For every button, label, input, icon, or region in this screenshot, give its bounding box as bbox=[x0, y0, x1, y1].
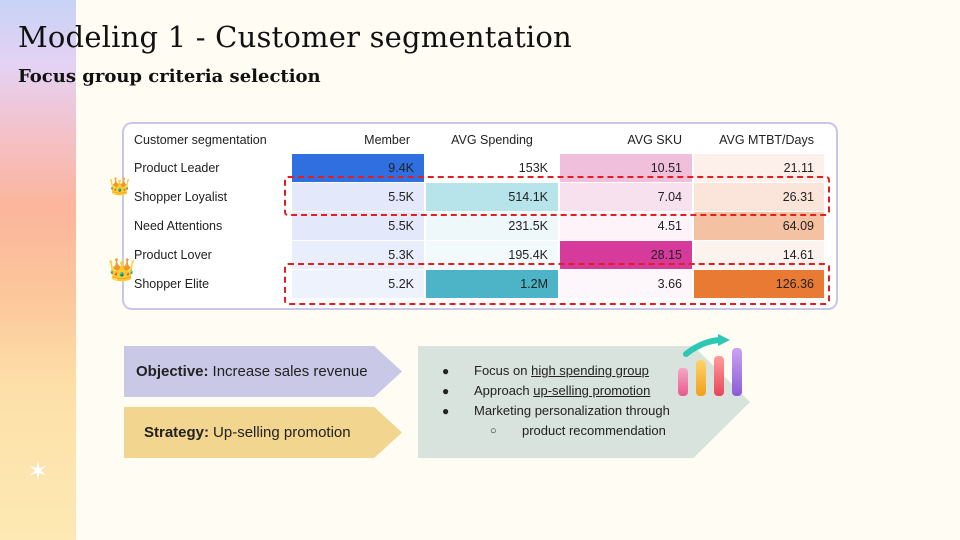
sparkle-icon: ✶ bbox=[27, 456, 49, 486]
crown-icon: 👑 bbox=[108, 257, 136, 282]
segment-name-cell: Shopper Elite bbox=[134, 277, 210, 291]
strategy-callout: Strategy: Up-selling promotion bbox=[124, 407, 402, 458]
high-spending-link[interactable]: high spending group bbox=[531, 363, 649, 378]
table-cell-spending: 231.5K bbox=[426, 212, 558, 240]
slide-title: Modeling 1 - Customer segmentation bbox=[18, 20, 572, 54]
table-cell-member: 5.2K bbox=[292, 270, 424, 298]
table-cell-spending: 514.1K bbox=[426, 183, 558, 211]
action-item-2: Approach up-selling promotion bbox=[474, 383, 651, 398]
table-cell-spending: 1.2M bbox=[426, 270, 558, 298]
table-cell-sku: 4.51 bbox=[560, 212, 692, 240]
bar-chart-icon bbox=[678, 334, 742, 396]
crown-icon: 👑 bbox=[109, 177, 131, 196]
action-item-1: Focus on high spending group bbox=[474, 363, 649, 378]
segment-name-cell: Product Lover bbox=[134, 248, 212, 262]
table-cell-mtbt: 64.09 bbox=[694, 212, 824, 240]
objective-callout: Objective: Increase sales revenue bbox=[124, 346, 402, 397]
strategy-text: Up-selling promotion bbox=[213, 424, 351, 441]
strategy-label: Strategy: bbox=[144, 424, 210, 441]
column-header: AVG Spending bbox=[451, 133, 533, 147]
table-cell-sku: 3.66 bbox=[560, 270, 692, 298]
column-header: AVG SKU bbox=[627, 133, 682, 147]
table-cell-mtbt: 26.31 bbox=[694, 183, 824, 211]
action-subitem: product recommendation bbox=[522, 423, 666, 438]
segment-name-cell: Need Attentions bbox=[134, 219, 223, 233]
segment-name-cell: Product Leader bbox=[134, 161, 220, 175]
table-cell-member: 5.5K bbox=[292, 183, 424, 211]
column-header: AVG MTBT/Days bbox=[719, 133, 814, 147]
highlight-shopper-loyalist bbox=[284, 176, 830, 216]
objective-label: Objective: bbox=[136, 363, 209, 380]
column-header: Member bbox=[364, 133, 410, 147]
table-cell-sku: 7.04 bbox=[560, 183, 692, 211]
action-list: ● Focus on high spending group ● Approac… bbox=[418, 346, 750, 458]
objective-text: Increase sales revenue bbox=[212, 363, 368, 380]
table-cell-member: 5.5K bbox=[292, 212, 424, 240]
segment-name-cell: Shopper Loyalist bbox=[134, 190, 228, 204]
decorative-gradient-strip bbox=[0, 0, 76, 540]
action-item-3: Marketing personalization through bbox=[474, 403, 670, 418]
column-header: Customer segmentation bbox=[134, 133, 267, 147]
slide-subtitle: Focus group criteria selection bbox=[18, 66, 321, 87]
highlight-shopper-elite bbox=[284, 263, 830, 305]
up-selling-link[interactable]: up-selling promotion bbox=[533, 383, 651, 398]
table-cell-mtbt: 126.36 bbox=[694, 270, 824, 298]
